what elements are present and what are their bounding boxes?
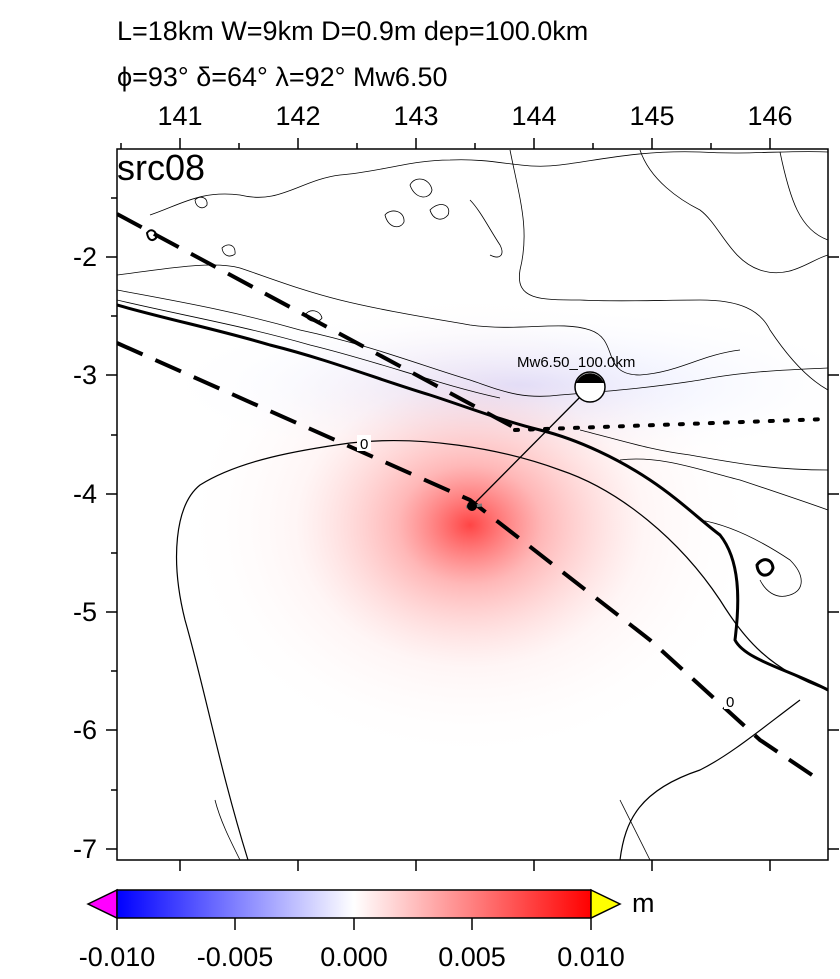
colorbar-over-arrow (590, 888, 622, 920)
contour-label-zero-b: 0 (726, 694, 734, 711)
zero-contour (175, 442, 801, 860)
lat-tick-labels: -2 -3 -4 -5 -6 -7 (73, 242, 97, 864)
zero-contour-upper (349, 440, 828, 691)
panel-label: src08 (117, 147, 205, 188)
island-outline (755, 558, 775, 577)
lon-ticks (120, 138, 771, 871)
lon-tick-label: 143 (393, 101, 438, 131)
title-parameters-line: L=18km W=9km D=0.9m dep=100.0km (117, 16, 589, 46)
colorbar-tick-label: -0.005 (197, 942, 274, 972)
lon-tick-label: 142 (275, 101, 320, 131)
colorbar-gradient (116, 889, 592, 919)
lon-tick-label: 145 (629, 101, 674, 131)
deformation-field: 0 0 Mw6.50_100.0km src08 (117, 147, 828, 860)
lat-tick-label: -3 (73, 360, 97, 390)
contour-label-zero-a: 0 (360, 436, 368, 453)
colorbar: m -0.010 -0.005 0.000 0.005 0.010 (79, 888, 655, 972)
coastline (117, 303, 828, 692)
trench-south (117, 341, 814, 777)
lon-tick-label: 141 (157, 101, 202, 131)
epicenter-marker[interactable] (467, 501, 477, 511)
lat-tick-label: -5 (73, 597, 97, 627)
colorbar-unit: m (632, 888, 655, 918)
trench-north (117, 212, 516, 430)
beachball-connector (471, 386, 591, 507)
lat-tick-label: -6 (73, 715, 97, 745)
lat-tick-label: -4 (73, 479, 97, 509)
lat-tick-label: -2 (73, 242, 97, 272)
lon-tick-label: 144 (511, 101, 556, 131)
colorbar-tick-label: 0.000 (320, 942, 388, 972)
colorbar-under-arrow (86, 888, 118, 920)
focal-mechanism-beachball[interactable] (574, 371, 606, 403)
event-label: Mw6.50_100.0km (517, 354, 635, 371)
bathymetry-contours (117, 149, 828, 860)
colorbar-tick-label: 0.005 (438, 942, 506, 972)
colorbar-tick-label: -0.010 (79, 942, 156, 972)
lon-tick-labels: 141 142 143 144 145 146 (157, 101, 792, 131)
title-mechanism-line: ϕ=93° δ=64° λ=92° Mw6.50 (117, 62, 448, 92)
lat-tick-label: -7 (73, 834, 97, 864)
lat-ticks (106, 197, 839, 850)
lon-tick-label: 146 (747, 101, 792, 131)
map-frame (116, 148, 829, 861)
colorbar-tick-label: 0.010 (557, 942, 625, 972)
